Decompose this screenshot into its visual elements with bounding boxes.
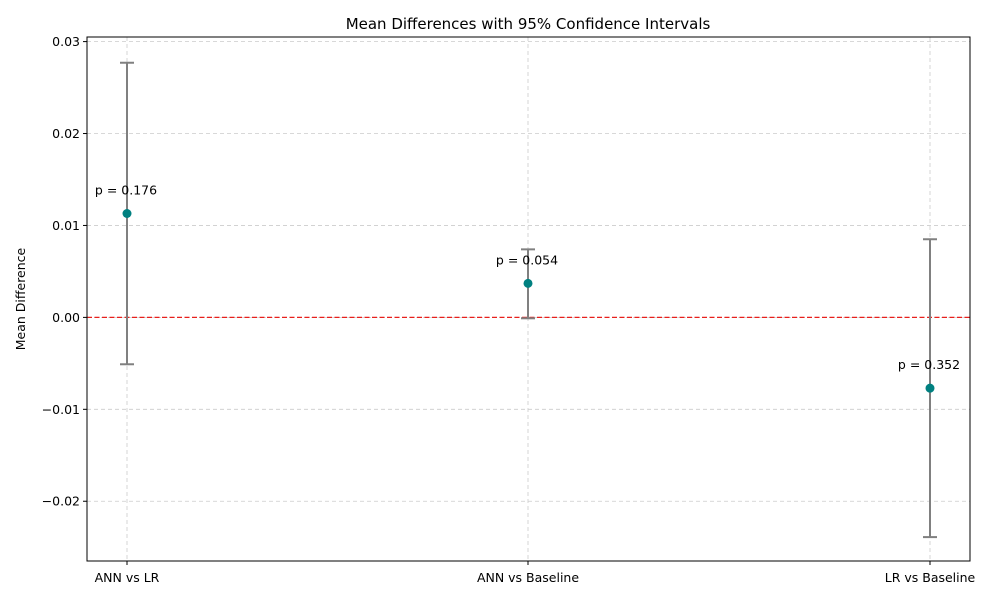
x-tick-label: LR vs Baseline <box>885 570 976 585</box>
y-tick-label: −0.02 <box>42 494 80 509</box>
data-points <box>122 209 935 393</box>
x-tick-label: ANN vs LR <box>95 570 160 585</box>
x-tick-label: ANN vs Baseline <box>477 570 579 585</box>
p-value-label: p = 0.054 <box>496 252 558 267</box>
x-axis-ticks: ANN vs LR ANN vs Baseline LR vs Baseline <box>95 561 976 585</box>
p-value-label: p = 0.176 <box>95 183 157 198</box>
data-point <box>523 278 533 288</box>
y-tick-label: −0.01 <box>42 402 80 417</box>
y-tick-label: 0.00 <box>52 310 80 325</box>
p-value-label: p = 0.352 <box>898 357 960 372</box>
y-axis-label: Mean Difference <box>13 247 28 350</box>
chart-title: Mean Differences with 95% Confidence Int… <box>346 15 711 33</box>
y-tick-label: 0.02 <box>52 126 80 141</box>
data-point <box>925 383 935 393</box>
p-value-annotations: p = 0.176 p = 0.054 p = 0.352 <box>95 183 960 373</box>
y-tick-label: 0.01 <box>52 218 80 233</box>
y-tick-label: 0.03 <box>52 34 80 49</box>
y-axis-ticks: −0.02 −0.01 0.00 0.01 0.02 0.03 <box>42 34 87 509</box>
data-point <box>122 209 132 219</box>
